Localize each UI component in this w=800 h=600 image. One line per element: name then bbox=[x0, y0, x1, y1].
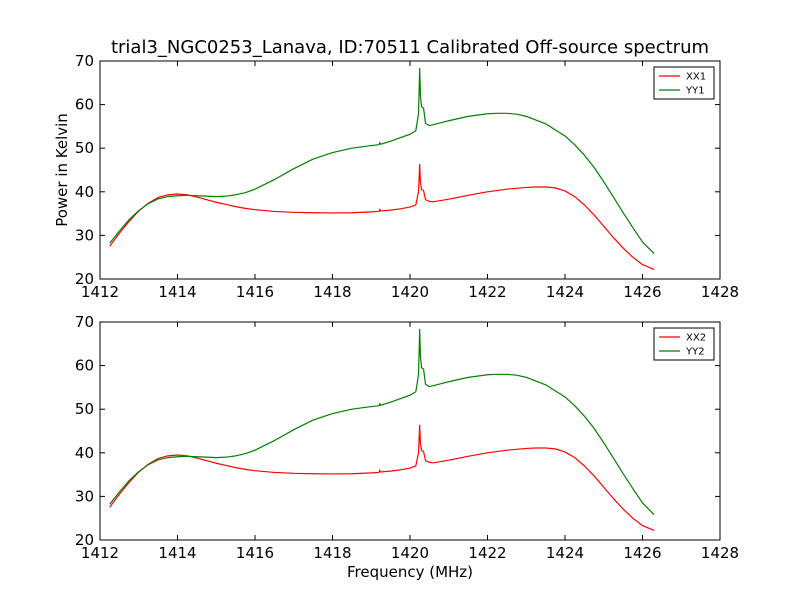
x-tick-label: 1422 bbox=[468, 544, 506, 562]
series-line-xx2 bbox=[109, 424, 655, 531]
x-tick-label: 1412 bbox=[81, 283, 119, 301]
y-tick-label: 50 bbox=[75, 400, 94, 418]
series-line-yy2 bbox=[109, 328, 655, 516]
legend-label-xx1: XX1 bbox=[686, 72, 706, 83]
top-plot-area bbox=[100, 61, 720, 279]
x-tick-label: 1416 bbox=[236, 544, 274, 562]
chart-title: trial3_NGC0253_Lanava, ID:70511 Calibrat… bbox=[111, 37, 709, 58]
x-tick-label: 1422 bbox=[468, 283, 506, 301]
y-tick-label: 70 bbox=[75, 313, 94, 331]
x-tick-label: 1428 bbox=[701, 283, 739, 301]
top-panel: 1412 1414 1416 1418 1420 1422 1424 1426 1428 20 30… bbox=[53, 52, 739, 301]
x-tick-label: 1428 bbox=[701, 544, 739, 562]
legend-box bbox=[653, 327, 715, 361]
y-tick-label: 40 bbox=[75, 444, 94, 462]
x-axis-label: Frequency (MHz) bbox=[347, 563, 473, 581]
y-axis-label: Power in Kelvin bbox=[53, 113, 71, 227]
bottom-plot-area bbox=[100, 322, 720, 540]
y-tick-label: 30 bbox=[75, 226, 94, 244]
x-tick-label: 1418 bbox=[313, 544, 351, 562]
y-tick-label: 60 bbox=[75, 357, 94, 375]
x-tick-label: 1424 bbox=[546, 544, 584, 562]
x-tick-label: 1416 bbox=[236, 283, 274, 301]
series-line-yy1 bbox=[109, 67, 655, 255]
y-tick-label: 40 bbox=[75, 183, 94, 201]
bottom-panel: 1412 1414 1416 1418 1420 1422 1424 1426 1428 20 30… bbox=[75, 313, 739, 581]
x-tick-label: 1414 bbox=[158, 283, 196, 301]
series-line-xx1 bbox=[109, 163, 655, 270]
x-tick-label: 1418 bbox=[313, 283, 351, 301]
y-tick-label: 60 bbox=[75, 96, 94, 114]
x-tick-label: 1426 bbox=[623, 283, 661, 301]
x-tick-label: 1420 bbox=[391, 544, 429, 562]
x-tick-label: 1426 bbox=[623, 544, 661, 562]
legend-label-yy2: YY2 bbox=[685, 347, 705, 358]
legend-label-xx2: XX2 bbox=[686, 333, 706, 344]
x-tick-label: 1412 bbox=[81, 544, 119, 562]
x-tick-label: 1420 bbox=[391, 283, 429, 301]
y-tick-label: 20 bbox=[75, 531, 94, 549]
legend-label-yy1: YY1 bbox=[685, 86, 705, 97]
y-tick-label: 50 bbox=[75, 139, 94, 157]
y-tick-label: 70 bbox=[75, 52, 94, 70]
y-tick-label: 20 bbox=[75, 270, 94, 288]
x-tick-label: 1424 bbox=[546, 283, 584, 301]
x-tick-label: 1414 bbox=[158, 544, 196, 562]
legend-box bbox=[653, 66, 715, 100]
y-tick-label: 30 bbox=[75, 487, 94, 505]
